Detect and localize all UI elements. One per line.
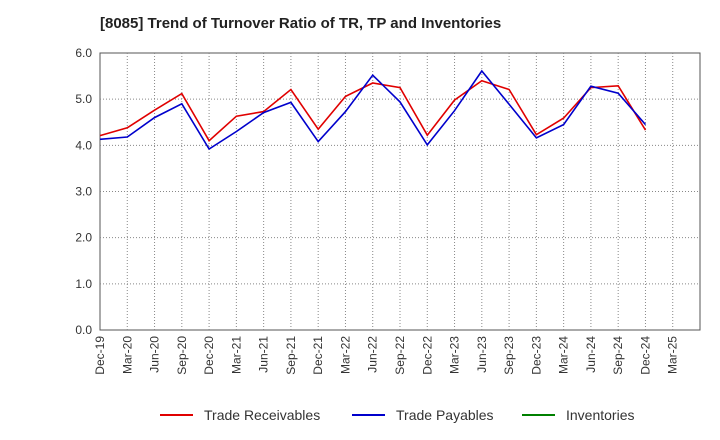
x-tick-label: Sep-21 <box>284 336 298 375</box>
x-tick-label: Mar-24 <box>557 336 571 374</box>
legend-label: Trade Payables <box>396 407 494 423</box>
legend-label: Trade Receivables <box>204 407 320 423</box>
y-tick-label: 1.0 <box>75 277 92 291</box>
series-line-trade-payables <box>99 69 647 151</box>
x-tick-label: Mar-23 <box>448 336 462 374</box>
x-tick-label: Dec-19 <box>93 336 107 375</box>
x-tick-label: Sep-23 <box>502 336 516 375</box>
legend-label: Inventories <box>566 407 634 423</box>
x-tick-label: Dec-22 <box>420 336 434 375</box>
x-tick-label: Sep-22 <box>393 336 407 375</box>
y-tick-label: 6.0 <box>75 46 92 60</box>
x-tick-label: Dec-20 <box>202 336 216 375</box>
x-tick-label: Jun-20 <box>148 336 162 373</box>
x-tick-label: Sep-24 <box>611 336 625 375</box>
x-tick-label: Dec-21 <box>311 336 325 375</box>
x-tick-label: Mar-21 <box>229 336 243 374</box>
x-tick-label: Jun-24 <box>584 336 598 373</box>
y-tick-label: 5.0 <box>75 92 92 106</box>
x-tick-label: Jun-22 <box>366 336 380 373</box>
chart-title: [8085] Trend of Turnover Ratio of TR, TP… <box>100 15 502 32</box>
x-tick-label: Mar-22 <box>338 336 352 374</box>
y-tick-label: 2.0 <box>75 231 92 245</box>
x-tick-label: Mar-20 <box>120 336 134 374</box>
x-tick-label: Dec-23 <box>529 336 543 375</box>
x-tick-label: Jun-21 <box>257 336 271 373</box>
y-tick-label: 0.0 <box>75 323 92 337</box>
y-tick-label: 3.0 <box>75 185 92 199</box>
x-tick-label: Dec-24 <box>638 336 652 375</box>
x-tick-label: Sep-20 <box>175 336 189 375</box>
x-tick-label: Jun-23 <box>475 336 489 373</box>
x-tick-label: Mar-25 <box>666 336 680 374</box>
series-line-trade-receivables <box>99 79 647 142</box>
y-tick-label: 4.0 <box>75 138 92 152</box>
